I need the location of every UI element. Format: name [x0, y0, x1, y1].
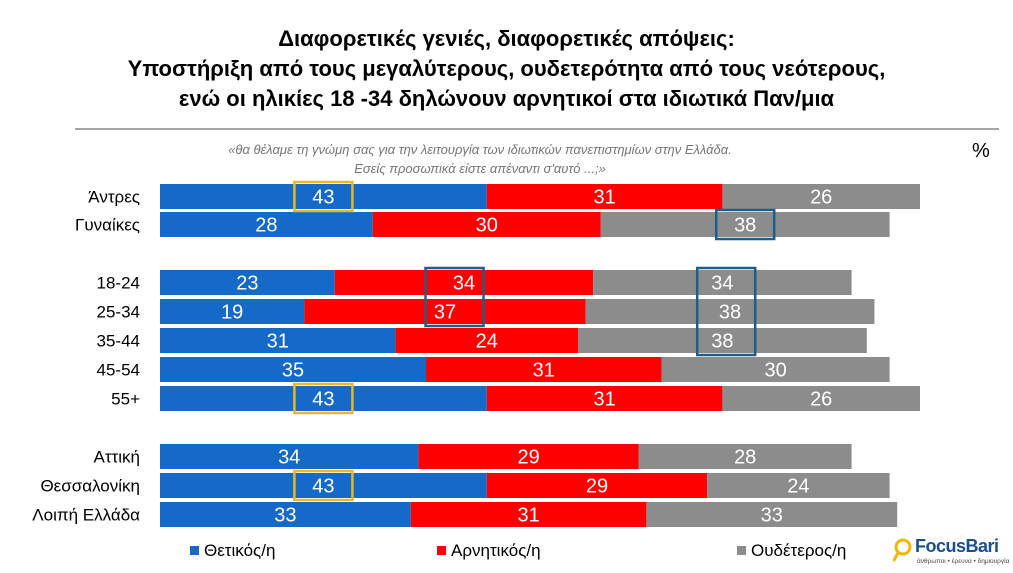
category-label: 25-34 [97, 303, 140, 322]
data-label: 33 [274, 505, 296, 527]
highlight-box [714, 208, 776, 241]
data-label: 38 [719, 302, 741, 324]
bar-segment [304, 299, 586, 324]
data-label: 37 [434, 302, 456, 324]
bar-segment [160, 473, 487, 498]
title-line-3: ενώ οι ηλικίες 18 -34 δηλώνουν αρνητικοί… [178, 86, 835, 111]
question-line-1: «θα θέλαμε τη γνώμη σας για την λειτουργ… [228, 142, 732, 157]
data-label: 19 [221, 302, 243, 324]
bar-segment [661, 357, 890, 382]
bar-segment [486, 184, 723, 209]
data-label: 34 [453, 273, 475, 295]
bar-segment [486, 473, 708, 498]
bar-segment [426, 357, 662, 382]
category-label: Γυναίκες [75, 216, 140, 235]
data-label: 23 [236, 273, 258, 295]
bar-segment [160, 212, 373, 237]
data-label: 38 [734, 215, 756, 237]
title-line-2: Υποστήριξη από τους μεγαλύτερους, ουδετε… [127, 56, 886, 81]
highlight-box [293, 180, 354, 213]
legend-swatch [737, 546, 746, 555]
data-label: 24 [787, 476, 809, 498]
highlight-box [695, 266, 757, 357]
unit-label: % [972, 140, 990, 162]
bar-segment [372, 212, 601, 237]
bar-segment [638, 444, 852, 469]
highlight-box [293, 382, 354, 415]
legend-label: Αρνητικός/η [451, 541, 541, 560]
bar-segment [600, 212, 890, 237]
highlight-box [424, 266, 485, 328]
bar-segment [160, 386, 487, 411]
legend-swatch [190, 546, 199, 555]
legend-label: Ουδέτερος/η [751, 541, 846, 560]
bar-segment [578, 328, 867, 353]
category-label: Αττική [93, 448, 140, 467]
survey-question: «θα θέλαμε τη γνώμη σας για την λειτουργ… [150, 140, 810, 178]
logo-name: FocusBari [915, 536, 999, 556]
bar-segment [486, 386, 723, 411]
chart-title: Διαφορετικές γενιές, διαφορετικές απόψει… [0, 24, 1013, 114]
data-label: 31 [593, 389, 615, 411]
bar-segment [418, 444, 639, 469]
data-label: 28 [255, 215, 277, 237]
bar-segment [160, 328, 396, 353]
bar-segment [722, 184, 920, 209]
bar-segment [160, 299, 305, 324]
data-label: 31 [593, 187, 615, 209]
data-label: 34 [711, 273, 733, 295]
bar-segment [160, 270, 335, 295]
bar-segment [646, 502, 898, 527]
bar-segment [160, 502, 411, 527]
bar-segment [160, 357, 426, 382]
data-label: 28 [734, 447, 756, 469]
highlight-box [293, 469, 354, 502]
category-label: Λοιπή Ελλάδα [32, 506, 140, 525]
logo-tagline: άνθρωποι • έρευνα • δημιουργία [917, 558, 1010, 565]
bar-segment [160, 444, 419, 469]
legend-label: Θετικός/η [204, 541, 275, 560]
data-label: 24 [476, 331, 498, 353]
data-label: 35 [282, 360, 304, 382]
data-label: 43 [312, 389, 334, 411]
legend-swatch [437, 546, 446, 555]
question-line-2: Εσείς προσωπικά είστε απέναντι σ'αυτό ..… [354, 161, 606, 176]
data-label: 31 [517, 505, 539, 527]
data-label: 26 [810, 389, 832, 411]
data-label: 33 [761, 505, 783, 527]
magnifier-icon [893, 538, 912, 562]
bar-segment [334, 270, 594, 295]
bar-segment [585, 299, 875, 324]
focusbari-logo: FocusBari άνθρωποι • έρευνα • δημιουργία [893, 535, 1011, 571]
bar-segment [395, 328, 578, 353]
category-label: 45-54 [97, 361, 140, 380]
data-label: 43 [312, 476, 334, 498]
data-label: 43 [312, 187, 334, 209]
data-label: 38 [711, 331, 733, 353]
bar-segment [707, 473, 890, 498]
data-label: 34 [278, 447, 300, 469]
category-label: 55+ [111, 390, 140, 409]
data-label: 30 [476, 215, 498, 237]
data-label: 29 [517, 447, 539, 469]
data-label: 26 [810, 187, 832, 209]
category-label: Θεσσαλονίκη [40, 477, 140, 496]
title-divider [75, 128, 999, 130]
data-label: 31 [267, 331, 289, 353]
category-label: 18-24 [97, 274, 140, 293]
category-label: Άντρες [88, 188, 140, 207]
data-label: 31 [533, 360, 555, 382]
bar-segment [722, 386, 920, 411]
data-label: 29 [586, 476, 608, 498]
bar-segment [593, 270, 852, 295]
category-label: 35-44 [97, 332, 140, 351]
data-label: 30 [764, 360, 786, 382]
bar-segment [160, 184, 487, 209]
bar-segment [410, 502, 647, 527]
title-line-1: Διαφορετικές γενιές, διαφορετικές απόψει… [278, 26, 735, 51]
